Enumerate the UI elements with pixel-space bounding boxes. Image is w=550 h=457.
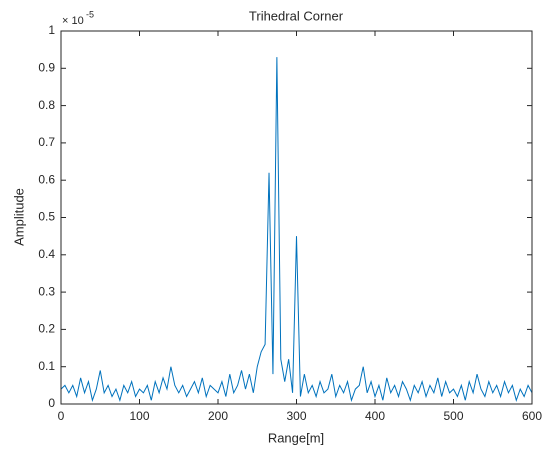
- y-tick-label: 0.2: [38, 322, 55, 336]
- plot-frame: [60, 30, 533, 405]
- y-tick-label: 0.4: [38, 247, 55, 261]
- x-tick-label: 300: [286, 409, 306, 423]
- x-tick-label: 400: [365, 409, 385, 423]
- y-tick-label: 1: [48, 23, 55, 37]
- chart-title: Trihedral Corner: [249, 8, 344, 23]
- x-tick-label: 500: [443, 409, 463, 423]
- y-tick-label: 0.8: [38, 98, 55, 112]
- y-tick-label: 0.9: [38, 60, 55, 74]
- y-tick-label: 0: [48, 396, 55, 410]
- x-tick-label: 0: [58, 409, 65, 423]
- y-tick-label: 0.3: [38, 284, 55, 298]
- y-multiplier-exponent: -5: [86, 9, 94, 19]
- x-tick-label: 200: [208, 409, 228, 423]
- x-tick-label: 100: [129, 409, 149, 423]
- x-axis-label: Range[m]: [268, 430, 324, 445]
- y-tick-label: 0.6: [38, 172, 55, 186]
- y-tick-label: 0.7: [38, 135, 55, 149]
- x-tick-label: 600: [522, 409, 542, 423]
- y-tick-label: 0.1: [38, 359, 55, 373]
- y-tick-label: 0.5: [38, 210, 55, 224]
- y-axis-label: Amplitude: [11, 188, 26, 246]
- data-line: [60, 57, 533, 403]
- y-multiplier: × 10: [62, 15, 84, 27]
